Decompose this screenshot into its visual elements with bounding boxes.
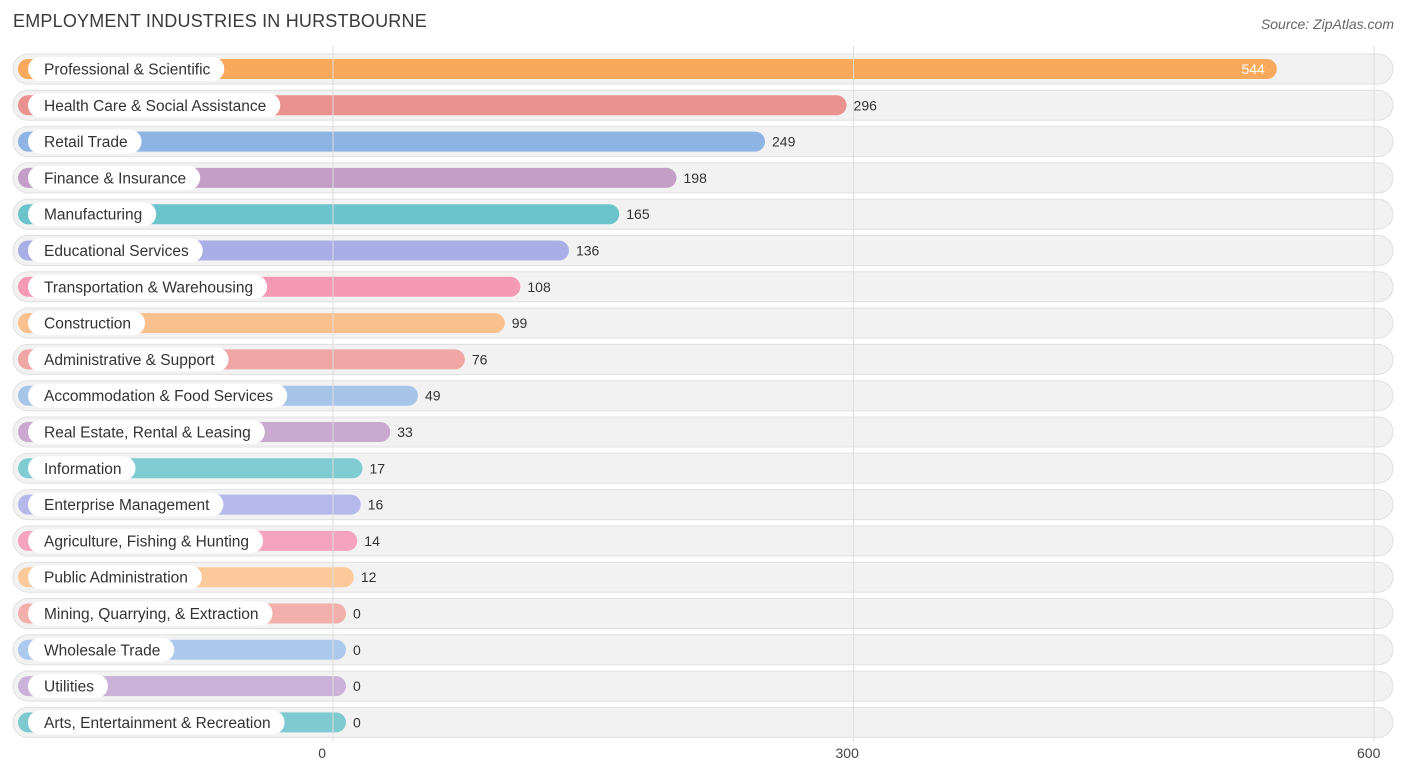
gridlines <box>332 46 1375 742</box>
category-label: Information <box>44 461 122 478</box>
value-label: 544 <box>1241 61 1265 77</box>
category-label: Public Administration <box>44 570 188 587</box>
category-label: Educational Services <box>44 243 189 260</box>
category-label-pill <box>28 202 157 227</box>
category-label-pill <box>28 57 225 81</box>
value-label: 198 <box>684 170 708 186</box>
category-label-pill <box>28 528 264 553</box>
category-label-pill <box>28 93 281 118</box>
bar-track <box>12 706 1394 738</box>
value-label: 249 <box>772 134 796 150</box>
value-label: 165 <box>626 206 650 222</box>
value-label: 0 <box>353 714 361 730</box>
category-label-pill <box>28 456 136 481</box>
category-label: Health Care & Social Assistance <box>44 98 266 115</box>
bar <box>18 204 620 225</box>
value-label: 14 <box>364 533 380 549</box>
category-label: Real Estate, Rental & Leasing <box>44 425 251 442</box>
bar-track <box>12 561 1394 593</box>
category-label-pill <box>28 274 268 299</box>
value-label: 0 <box>353 606 361 622</box>
value-label: 0 <box>353 642 361 658</box>
category-label: Construction <box>44 316 131 333</box>
category-label-pill <box>28 347 229 372</box>
x-axis-ticks: 0 300 600 <box>318 745 1380 761</box>
chart-title: EMPLOYMENT INDUSTRIES IN HURSTBOURNE <box>13 11 427 31</box>
category-label: Agriculture, Fishing & Hunting <box>44 533 249 550</box>
category-label: Mining, Quarrying, & Extraction <box>44 606 259 623</box>
bar-track <box>12 525 1394 557</box>
chart-source: Source: ZipAtlas.com <box>1260 16 1394 32</box>
bar-track <box>12 489 1394 521</box>
category-label: Transportation & Warehousing <box>44 279 253 296</box>
bar-track <box>12 634 1394 666</box>
x-tick-label: 600 <box>1357 745 1381 761</box>
category-label-pill <box>28 674 108 699</box>
value-label: 12 <box>361 569 377 585</box>
value-label: 296 <box>854 97 878 113</box>
category-label: Finance & Insurance <box>44 170 186 187</box>
category-label: Retail Trade <box>44 134 128 151</box>
bar-track <box>12 670 1394 702</box>
value-label: 16 <box>368 497 384 513</box>
category-label: Manufacturing <box>44 207 142 224</box>
category-label-pill <box>28 637 175 662</box>
category-label-pill <box>28 710 285 735</box>
value-label: 76 <box>472 351 488 367</box>
category-label-pill <box>28 601 273 626</box>
bar <box>18 131 766 152</box>
value-label: 49 <box>425 388 441 404</box>
value-label: 17 <box>369 460 385 476</box>
category-label: Wholesale Trade <box>44 642 160 659</box>
category-label-pill <box>28 311 146 336</box>
value-label: 33 <box>397 424 413 440</box>
category-label-pill <box>28 129 142 154</box>
category-label-pill <box>28 383 288 408</box>
category-label-pill <box>28 565 202 590</box>
category-label-pill <box>28 238 203 263</box>
category-label: Utilities <box>44 679 94 696</box>
category-label: Enterprise Management <box>44 497 210 514</box>
category-label: Professional & Scientific <box>44 62 211 79</box>
category-label-pill <box>28 165 201 190</box>
category-label: Administrative & Support <box>44 352 215 369</box>
bar-rows: Professional & Scientific 544 Health Care … <box>12 53 1394 738</box>
value-label: 99 <box>512 315 528 331</box>
category-label-pill <box>28 420 265 444</box>
value-label: 0 <box>353 678 361 694</box>
bar-track <box>12 598 1394 629</box>
x-tick-label: 0 <box>318 745 326 761</box>
value-label: 136 <box>576 243 600 259</box>
value-label: 108 <box>527 279 551 295</box>
category-label-pill <box>28 492 224 517</box>
category-label: Accommodation & Food Services <box>44 388 273 405</box>
x-tick-label: 300 <box>836 745 860 761</box>
category-label: Arts, Entertainment & Recreation <box>44 715 271 732</box>
